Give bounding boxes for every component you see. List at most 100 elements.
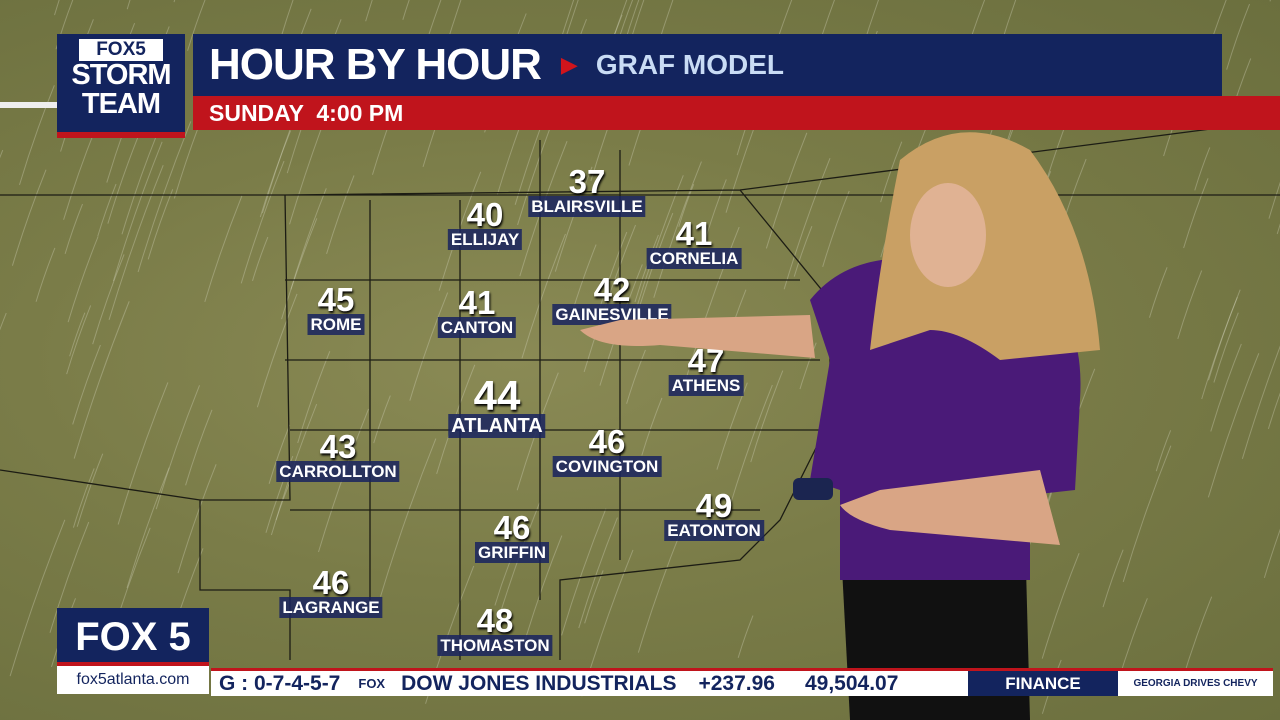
wind-streak xyxy=(256,293,298,408)
wind-streak xyxy=(0,312,7,331)
wind-streak xyxy=(1207,353,1260,498)
wind-streak xyxy=(716,382,748,470)
wind-streak xyxy=(1155,430,1172,472)
wind-streak xyxy=(685,226,740,381)
temp: 37 xyxy=(568,163,606,200)
wind-streak xyxy=(880,141,903,203)
wind-streak xyxy=(822,190,850,267)
model-name: GRAF MODEL xyxy=(595,49,785,80)
wind-streak xyxy=(326,175,355,255)
clicker xyxy=(793,478,833,500)
city-label: CARROLLTON xyxy=(276,461,400,482)
ticker-section: FINANCE xyxy=(968,671,1118,696)
wind-streak xyxy=(634,234,659,303)
wind-streak xyxy=(1041,553,1080,659)
wind-streak xyxy=(67,236,99,323)
wind-streak xyxy=(107,131,141,224)
wind-streak xyxy=(1183,178,1209,249)
wind-streak xyxy=(765,132,808,249)
temp: 40 xyxy=(466,196,504,233)
city-label: ELLIJAY xyxy=(447,229,523,250)
wind-streak xyxy=(521,233,566,359)
wind-streak xyxy=(49,521,90,633)
wind-streak xyxy=(290,188,327,290)
wind-streak xyxy=(270,478,292,536)
wind-streak xyxy=(204,195,243,302)
news-ticker: G : 0-7-4-5-7 FOX DOW JONES INDUSTRIALS … xyxy=(211,668,1273,696)
wind-streak xyxy=(737,615,754,658)
city-atlanta: 44 ATLANTA xyxy=(448,375,546,438)
city-ellijay: 40 ELLIJAY xyxy=(447,196,523,250)
wind-streak xyxy=(155,385,200,510)
city-eatonton: 49 EATONTON xyxy=(664,489,764,541)
city-label: ATHENS xyxy=(668,375,744,396)
wind-streak xyxy=(1213,312,1239,383)
temp: 41 xyxy=(675,215,713,252)
wind-streak xyxy=(185,409,213,486)
wind-streak xyxy=(402,0,410,20)
wind-streak xyxy=(280,0,294,37)
wind-streak xyxy=(72,468,95,528)
wind-streak xyxy=(1177,270,1203,340)
wind-streak xyxy=(494,502,541,630)
wind-streak xyxy=(54,0,60,16)
wind-streak xyxy=(1122,445,1172,583)
station-logo: FOX 5 xyxy=(57,608,209,666)
city-thomaston: 48 THOMASTON xyxy=(437,602,553,656)
wind-streak xyxy=(633,175,684,317)
wind-streak xyxy=(1268,181,1280,219)
city-label: CORNELIA xyxy=(646,248,742,269)
wind-streak xyxy=(64,203,84,255)
wind-streak xyxy=(641,397,663,456)
wind-streak xyxy=(147,189,174,260)
wind-streak xyxy=(631,0,645,38)
city-label: THOMASTON xyxy=(437,635,553,656)
wind-streak xyxy=(281,218,318,320)
wind-streak xyxy=(112,141,163,282)
temp: 46 xyxy=(493,509,531,546)
wind-streak xyxy=(1201,296,1238,400)
wind-streak xyxy=(11,169,47,266)
wind-streak xyxy=(1210,343,1242,432)
wind-streak xyxy=(1148,267,1168,318)
wind-streak xyxy=(92,254,125,345)
wind-streak xyxy=(523,535,563,644)
wind-streak xyxy=(76,453,104,527)
wind-streak xyxy=(240,160,285,284)
wind-streak xyxy=(793,226,813,277)
wind-streak xyxy=(69,312,86,357)
temp: 42 xyxy=(593,271,631,308)
play-arrow-icon: ▶ xyxy=(560,52,578,77)
wind-streak xyxy=(72,344,101,425)
wind-streak xyxy=(561,508,607,636)
wind-streak xyxy=(365,0,373,22)
temp: 48 xyxy=(476,602,514,639)
wind-streak xyxy=(1208,289,1241,381)
wind-streak xyxy=(1241,345,1280,459)
wind-streak xyxy=(252,236,269,281)
storm-team-logo: FOX5 STORM TEAM xyxy=(57,34,185,138)
wind-streak xyxy=(108,164,164,320)
city-covington: 46 COVINGTON xyxy=(552,423,662,477)
wind-streak xyxy=(653,161,702,298)
temp: 41 xyxy=(458,284,496,321)
city-label: GRIFFIN xyxy=(475,542,549,563)
wind-streak xyxy=(121,133,158,235)
wind-streak xyxy=(1226,3,1251,70)
wind-streak xyxy=(728,384,773,509)
wind-streak xyxy=(799,342,817,390)
title: HOUR BY HOUR xyxy=(209,40,542,89)
wind-streak xyxy=(1102,549,1124,608)
city-lagrange: 46 LAGRANGE xyxy=(279,566,383,618)
wind-streak xyxy=(750,370,784,463)
city-carrollton: 43 CARROLLTON xyxy=(276,430,400,482)
wind-streak xyxy=(409,292,449,401)
ticker-change: +237.96 xyxy=(698,671,775,695)
city-label: CANTON xyxy=(437,317,517,338)
temp: 46 xyxy=(588,423,626,460)
city-griffin: 46 GRIFFIN xyxy=(475,509,549,563)
logo-storm: STORM xyxy=(71,59,171,91)
city-label: ROME xyxy=(307,314,365,335)
wind-streak xyxy=(73,301,130,459)
logo-team: TEAM xyxy=(81,88,161,120)
